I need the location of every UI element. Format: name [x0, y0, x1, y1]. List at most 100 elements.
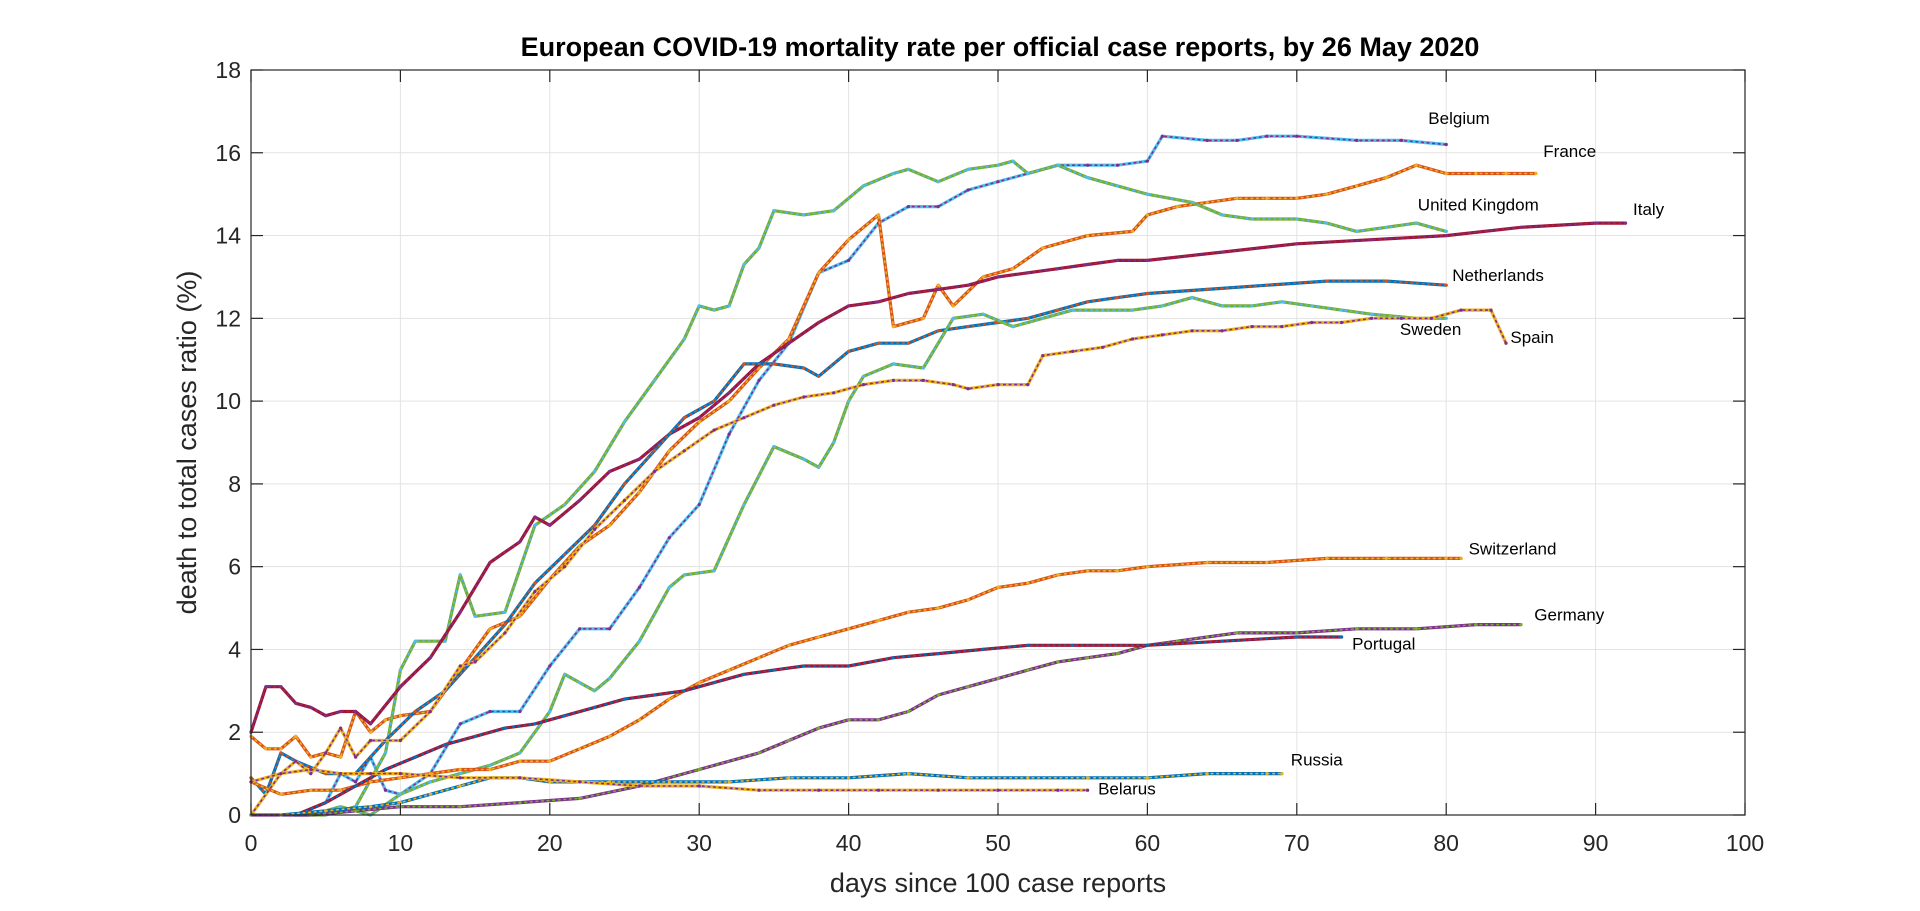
data-point-netherlands — [1056, 308, 1060, 312]
data-point-netherlands — [876, 341, 881, 345]
y-tick-label: 12 — [215, 305, 241, 331]
data-point-france — [608, 523, 612, 527]
data-point-united-kingdom — [458, 573, 462, 577]
data-point-france — [1355, 184, 1359, 188]
data-point-france — [1011, 267, 1015, 271]
data-point-france — [1041, 246, 1045, 250]
data-point-netherlands — [593, 523, 597, 527]
data-point-italy — [966, 283, 970, 287]
data-point-spain — [1041, 354, 1045, 358]
data-point-spain — [1489, 308, 1493, 312]
data-point-france — [1504, 171, 1508, 176]
y-axis-label: death to total cases ratio (%) — [172, 271, 202, 615]
data-point-belgium — [548, 664, 552, 668]
data-point-portugal — [847, 664, 851, 668]
data-point-portugal — [742, 672, 746, 676]
data-point-switzerland — [966, 598, 970, 602]
data-point-united-kingdom — [891, 171, 896, 176]
data-point-portugal — [682, 689, 686, 693]
data-point-france — [891, 325, 896, 329]
data-point-germany — [354, 809, 358, 813]
data-point-france — [951, 304, 955, 308]
label-germany: Germany — [1534, 606, 1604, 625]
data-point-russia — [1145, 776, 1149, 780]
data-point-united-kingdom — [682, 337, 686, 341]
data-point-united-kingdom — [1011, 159, 1015, 163]
data-point-spain — [1026, 383, 1030, 387]
data-point-russia — [727, 780, 731, 784]
data-point-belgium — [1086, 163, 1090, 167]
data-point-italy — [324, 714, 328, 718]
data-point-france — [1235, 196, 1239, 200]
data-point-united-kingdom — [936, 180, 940, 184]
data-point-switzerland — [787, 643, 791, 647]
data-point-belgium — [458, 722, 462, 726]
data-point-germany — [1205, 635, 1209, 639]
data-point-germany — [1519, 623, 1523, 627]
data-point-italy — [1295, 242, 1299, 246]
data-point-spain — [682, 449, 686, 453]
data-point-sweden — [921, 366, 925, 370]
data-point-netherlands — [622, 482, 627, 486]
x-tick-label: 30 — [686, 830, 712, 856]
data-point-belarus — [518, 776, 522, 780]
data-point-switzerland — [518, 759, 522, 763]
data-point-switzerland — [847, 627, 851, 631]
data-point-belgium — [906, 205, 911, 209]
data-point-belarus — [697, 784, 701, 788]
data-point-portugal — [1071, 643, 1075, 647]
data-point-netherlands — [413, 709, 417, 714]
data-point-switzerland — [309, 788, 313, 792]
data-point-united-kingdom — [906, 167, 911, 171]
data-point-switzerland — [876, 618, 881, 623]
data-point-italy — [1115, 258, 1120, 262]
data-point-russia — [324, 809, 328, 813]
data-point-belgium — [1265, 134, 1269, 138]
data-point-netherlands — [279, 751, 283, 755]
data-point-spain — [324, 751, 328, 755]
series-italy — [249, 221, 1628, 734]
data-point-spain — [533, 589, 537, 594]
x-tick-label: 20 — [537, 830, 563, 856]
data-point-united-kingdom — [1086, 176, 1090, 180]
data-point-portugal — [1026, 643, 1030, 647]
data-point-france — [1534, 171, 1538, 176]
data-point-france — [1175, 205, 1179, 209]
data-point-switzerland — [667, 697, 671, 701]
data-point-belgium — [1205, 138, 1209, 142]
label-russia: Russia — [1291, 750, 1344, 769]
y-tick-label: 2 — [228, 719, 241, 745]
data-point-italy — [727, 391, 731, 395]
data-point-france — [1145, 213, 1149, 217]
data-point-portugal — [652, 693, 657, 697]
data-point-spain — [1399, 316, 1403, 320]
data-point-spain — [1220, 329, 1224, 333]
data-point-france — [936, 283, 940, 287]
data-point-germany — [906, 709, 911, 714]
data-point-france — [921, 316, 925, 320]
data-point-italy — [518, 540, 522, 544]
data-point-united-kingdom — [1250, 217, 1254, 221]
data-point-belgium — [697, 503, 701, 507]
data-point-france — [667, 449, 671, 453]
data-point-united-kingdom — [533, 523, 537, 527]
x-axis-label: days since 100 case reports — [830, 868, 1166, 898]
data-point-italy — [1369, 238, 1374, 242]
data-point-russia — [847, 776, 851, 780]
data-point-spain — [652, 469, 657, 474]
data-point-united-kingdom — [757, 246, 761, 250]
data-point-portugal — [443, 743, 447, 747]
data-point-spain — [368, 738, 373, 743]
data-point-france — [339, 755, 343, 759]
data-point-switzerland — [578, 747, 582, 751]
x-tick-label: 60 — [1135, 830, 1161, 856]
data-point-sweden — [1130, 308, 1135, 312]
data-point-netherlands — [652, 449, 657, 453]
data-point-switzerland — [1325, 556, 1329, 561]
data-point-spain — [712, 428, 716, 432]
data-point-united-kingdom — [398, 668, 402, 672]
data-point-belgium — [1145, 159, 1149, 163]
data-point-italy — [488, 560, 492, 565]
data-point-portugal — [383, 767, 388, 772]
data-point-sweden — [1444, 316, 1448, 320]
